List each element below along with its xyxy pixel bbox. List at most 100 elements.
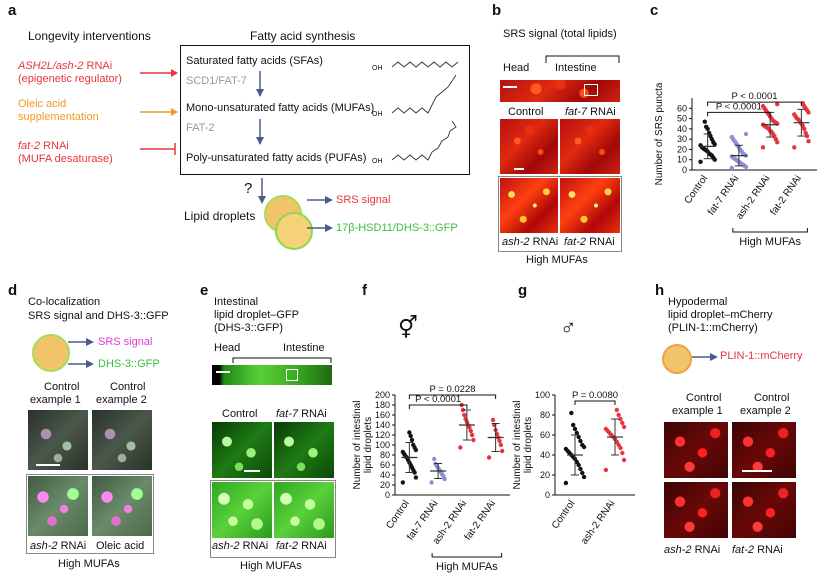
h-ctrl1-b: example 1 xyxy=(672,405,723,417)
mufa-to-pufa-head-icon xyxy=(256,137,264,145)
c-y-axis-label: Number of SRS puncta xyxy=(654,82,665,185)
srs-title: SRS signal (total lipids) xyxy=(503,28,617,40)
f-y-tick-label: 120 xyxy=(375,430,390,440)
d-scale-bar xyxy=(36,464,60,466)
f-data-point xyxy=(400,480,406,485)
c-data-point xyxy=(792,145,797,150)
c-x-tick-label: fat-2 RNAi xyxy=(768,173,803,217)
b-fat2-label: fat-2 RNAi xyxy=(564,236,615,248)
g-data-point xyxy=(620,420,625,426)
e-bracket xyxy=(232,357,332,363)
c-data-point xyxy=(704,124,709,129)
d-ctrl1-b: example 1 xyxy=(30,394,81,406)
h-ctrl2-b: example 2 xyxy=(740,405,791,417)
mufa-label: Mono-unsaturated fatty acids (MUFAs) xyxy=(186,102,375,114)
mufa-chain-icon xyxy=(391,74,457,114)
f-y-tick-label: 60 xyxy=(380,460,390,470)
c-y-tick-label: 10 xyxy=(677,155,687,165)
h-ash2-label: ash-2 RNAi xyxy=(664,544,721,556)
c-data-point xyxy=(760,145,766,150)
f-data-point xyxy=(432,456,437,462)
b-head-label: Head xyxy=(503,62,530,74)
g-y-axis-label: lipid droplets xyxy=(523,417,534,473)
b-intestine-bracket xyxy=(545,55,620,63)
oleic-label-1: Oleic acid xyxy=(18,98,67,110)
f-sig-bracket xyxy=(408,394,497,399)
g-data-point xyxy=(580,442,585,448)
g-y-tick-label: 100 xyxy=(535,390,550,400)
f-high-mufa-bracket xyxy=(431,553,503,558)
f-data-point xyxy=(411,442,416,448)
f-y-tick-label: 200 xyxy=(375,390,390,400)
c-high-mufas-label: High MUFAs xyxy=(739,236,801,248)
panel-label-c: c xyxy=(650,2,659,19)
e-ash2-image xyxy=(212,482,272,538)
c-data-point xyxy=(803,130,808,136)
mufa-desat-label: (MUFA desaturase) xyxy=(18,153,113,165)
panel-label-a: a xyxy=(8,2,17,19)
oleic-arrowhead-icon xyxy=(171,108,178,116)
g-data-point xyxy=(614,407,620,413)
h-title-3: (PLIN-1::mCherry) xyxy=(668,322,758,334)
h-ash2-image xyxy=(664,482,728,538)
chart-g: 0 20 40 60 80 100 Number of intestinal lipid dr… xyxy=(512,390,635,547)
b-fat2-image xyxy=(560,178,620,233)
f-data-point xyxy=(486,455,492,460)
panel-label-g: g xyxy=(518,282,528,299)
c-data-point xyxy=(702,119,707,124)
d-arrows xyxy=(68,338,94,368)
scd1-label: SCD1/FAT-7 xyxy=(186,75,247,87)
panel-label-f: f xyxy=(362,282,367,299)
hsd-label: 17β-HSD11/DHS-3::GFP xyxy=(336,222,458,234)
question-mark: ? xyxy=(244,180,253,197)
fat2-enzyme-label: FAT-2 xyxy=(186,122,215,134)
g-data-point xyxy=(621,457,627,463)
ash2l-label: ASH2L/ash-2 RNAi xyxy=(18,60,113,72)
c-data-point xyxy=(743,131,749,137)
g-data-point xyxy=(618,416,623,422)
h-ctrl1-a: Control xyxy=(686,392,722,404)
c-data-point xyxy=(806,139,811,144)
srs-arrowhead-icon xyxy=(325,196,333,204)
b-high-mufas: High MUFAs xyxy=(526,254,588,266)
b-intestine-label: Intestine xyxy=(555,62,597,74)
f-data-point xyxy=(408,433,413,439)
d-title-2: SRS signal and DHS-3::GFP xyxy=(28,310,169,322)
c-x-tick-label: fat-7 RNAi xyxy=(706,173,741,217)
c-y-tick-label: 60 xyxy=(677,103,687,113)
g-data-point xyxy=(578,466,583,472)
d-oleic-label: Oleic acid xyxy=(96,540,145,552)
c-p-value: P < 0.0001 xyxy=(716,101,762,112)
e-intestine-label: Intestine xyxy=(283,342,325,354)
e-high-mufa-frame xyxy=(210,480,336,558)
panel-label-h: h xyxy=(655,282,665,299)
g-data-point xyxy=(580,470,585,476)
e-ash2-label: ash-2 RNAi xyxy=(212,540,269,552)
d-high-mufas: High MUFAs xyxy=(58,558,120,570)
d-ash2-image xyxy=(28,476,88,536)
g-data-point xyxy=(574,430,580,436)
g-data-point xyxy=(569,410,574,416)
f-data-point xyxy=(498,442,504,448)
ld-output-arrows xyxy=(307,196,333,232)
g-data-point xyxy=(570,422,576,428)
h-fat2-label: fat-2 RNAi xyxy=(732,544,783,556)
f-sig-bracket xyxy=(408,404,468,409)
b-fat7-label: fat-7 RNAi xyxy=(565,106,616,118)
g-y-tick-label: 80 xyxy=(540,410,550,420)
h-droplet-icon xyxy=(662,344,692,374)
pufa-chain-icon xyxy=(391,120,457,161)
f-y-axis-label: Number of intestinal xyxy=(352,401,363,490)
d-high-mufa-frame xyxy=(26,474,154,554)
e-bracket-icon xyxy=(232,357,332,363)
sfa-chain-icon xyxy=(391,61,459,68)
g-data-point xyxy=(576,434,581,440)
d-srs-head-icon xyxy=(86,338,94,346)
f-y-tick-label: 100 xyxy=(375,440,390,450)
c-data-point xyxy=(775,101,780,107)
c-y-tick-label: 50 xyxy=(677,114,687,124)
e-title-3: (DHS-3::GFP) xyxy=(214,322,284,334)
h-title-1: Hypodermal xyxy=(668,296,728,308)
g-data-point xyxy=(616,412,621,418)
